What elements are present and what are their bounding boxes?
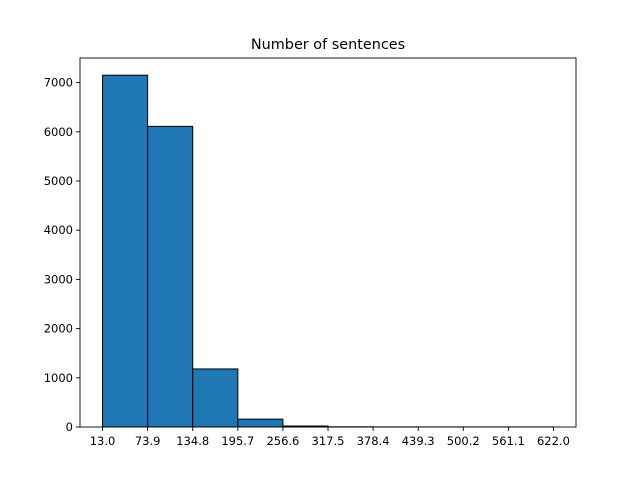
y-tick-label: 7000 (44, 76, 73, 90)
x-tick-label: 500.2 (447, 434, 480, 448)
y-tick-label: 2000 (44, 322, 73, 336)
y-tick-label: 4000 (44, 223, 73, 237)
histogram-bar (193, 369, 238, 427)
y-tick-label: 5000 (44, 174, 73, 188)
y-tick-label: 1000 (44, 371, 73, 385)
y-tick-label: 0 (66, 420, 73, 434)
x-tick-label: 378.4 (357, 434, 390, 448)
x-tick-label: 256.6 (266, 434, 299, 448)
chart-title: Number of sentences (251, 37, 405, 53)
x-tick-label: 134.8 (176, 434, 209, 448)
histogram-bar (148, 126, 193, 427)
x-tick-label: 439.3 (402, 434, 435, 448)
x-tick-label: 13.0 (90, 434, 116, 448)
x-tick-label: 195.7 (221, 434, 254, 448)
y-tick-label: 3000 (44, 272, 73, 286)
histogram-bar (103, 75, 148, 427)
y-tick-label: 6000 (44, 125, 73, 139)
x-tick-label: 622.0 (537, 434, 570, 448)
x-tick-label: 561.1 (492, 434, 525, 448)
x-tick-label: 73.9 (135, 434, 161, 448)
histogram-bar (238, 419, 283, 427)
x-tick-label: 317.5 (312, 434, 345, 448)
